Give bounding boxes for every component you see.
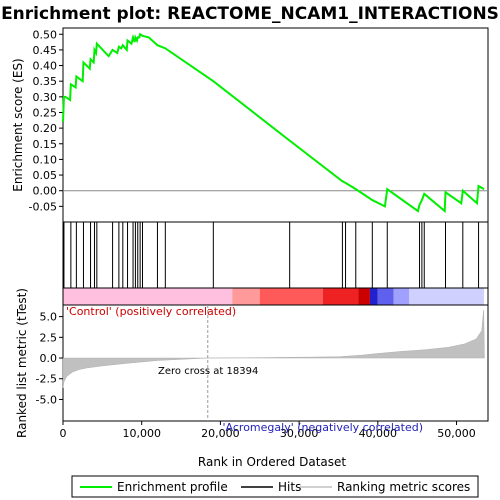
es-y-tick-label: 0.25: [33, 106, 58, 119]
color-bar-segment: [393, 288, 410, 305]
rank-color-bar: [63, 288, 485, 305]
legend-metric-label: Ranking metric scores: [337, 480, 470, 494]
negative-correlation-label: 'Acromegaly' (negatively correlated): [223, 421, 423, 434]
es-y-axis-ticks: -0.05 0.00 0.05 0.10 0.15 0.20 0.25 0.30 0.35 0.4…: [29, 28, 63, 213]
rank-color-bar-panel: [62, 287, 489, 306]
es-y-tick-label: 0.20: [33, 122, 58, 135]
hits-panel: [62, 221, 489, 289]
hit-lines-group: [63, 222, 480, 288]
zero-cross-label: Zero cross at 18394: [158, 366, 258, 377]
x-tick-label: 0: [60, 427, 67, 440]
es-y-tick-label: 0.15: [33, 138, 58, 151]
x-tick-label: 50,000: [437, 427, 476, 440]
hits-frame: [62, 221, 489, 289]
color-bar-segment: [63, 288, 233, 305]
color-bar-segment: [369, 288, 378, 305]
es-y-tick-label: 0.30: [33, 91, 58, 104]
metric-y-tick-label: 2.5: [40, 331, 58, 344]
es-y-tick-label: 0.05: [33, 169, 58, 182]
enrichment-profile-panel: -0.05 0.00 0.05 0.10 0.15 0.20 0.25 0.30 0.35 0.4…: [11, 27, 489, 223]
metric-y-axis-ticks: -5.0 -2.5 0.0 2.5 5.0: [36, 311, 63, 406]
x-tick-label: 20,000: [201, 427, 240, 440]
ranked-metric-panel: -5.0 -2.5 0.0 2.5 5.0 0 10,000 20,000 30,000 40,…: [15, 288, 489, 469]
ranking-metric-area: [62, 309, 485, 388]
legend-hits-label: Hits: [278, 480, 301, 494]
positive-correlation-label: 'Control' (positively correlated): [66, 305, 236, 318]
metric-plot-frame: [62, 304, 489, 422]
metric-y-tick-label: 0.0: [40, 352, 58, 365]
x-tick-label: 40,000: [359, 427, 398, 440]
es-y-tick-label: 0.00: [33, 185, 58, 198]
color-bar-segment: [259, 288, 323, 305]
metric-y-tick-label: 5.0: [40, 311, 58, 324]
metric-x-axis-ticks: 0 10,000 20,000 30,000 40,000 50,000: [60, 421, 476, 440]
x-tick-label: 30,000: [280, 427, 319, 440]
es-y-tick-label: 0.45: [33, 44, 58, 57]
color-bar-segment: [232, 288, 260, 305]
x-tick-label: 10,000: [122, 427, 161, 440]
es-y-tick-label: 0.10: [33, 153, 58, 166]
metric-y-tick-label: -5.0: [36, 393, 57, 406]
enrichment-profile-line: [62, 32, 485, 214]
es-y-tick-label: 0.50: [33, 28, 58, 41]
color-bar-segment: [377, 288, 394, 305]
es-y-axis-label: Enrichment score (ES): [11, 58, 25, 191]
es-y-tick-label: -0.05: [29, 200, 57, 213]
color-bar-segment: [358, 288, 370, 305]
plot-title: Enrichment plot: REACTOME_NCAM1_INTERACT…: [1, 4, 499, 24]
legend-box: [71, 475, 479, 498]
metric-y-tick-label: -2.5: [36, 373, 57, 386]
color-bar-segment: [322, 288, 359, 305]
color-bar-segment: [409, 288, 485, 305]
legend-enrichment-label: Enrichment profile: [117, 480, 228, 494]
es-y-tick-label: 0.35: [33, 75, 58, 88]
metric-y-axis-label: Ranked list metric (tTest): [15, 288, 29, 438]
es-y-tick-label: 0.40: [33, 60, 58, 73]
enrichment-plot-frame: [62, 27, 489, 223]
x-axis-label: Rank in Ordered Dataset: [198, 455, 346, 469]
legend: Enrichment profile Hits Ranking metric s…: [71, 475, 479, 498]
